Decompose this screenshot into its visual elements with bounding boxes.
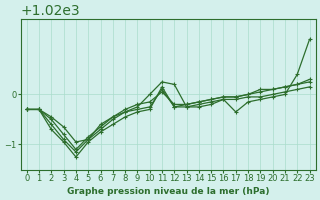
X-axis label: Graphe pression niveau de la mer (hPa): Graphe pression niveau de la mer (hPa) — [67, 187, 269, 196]
